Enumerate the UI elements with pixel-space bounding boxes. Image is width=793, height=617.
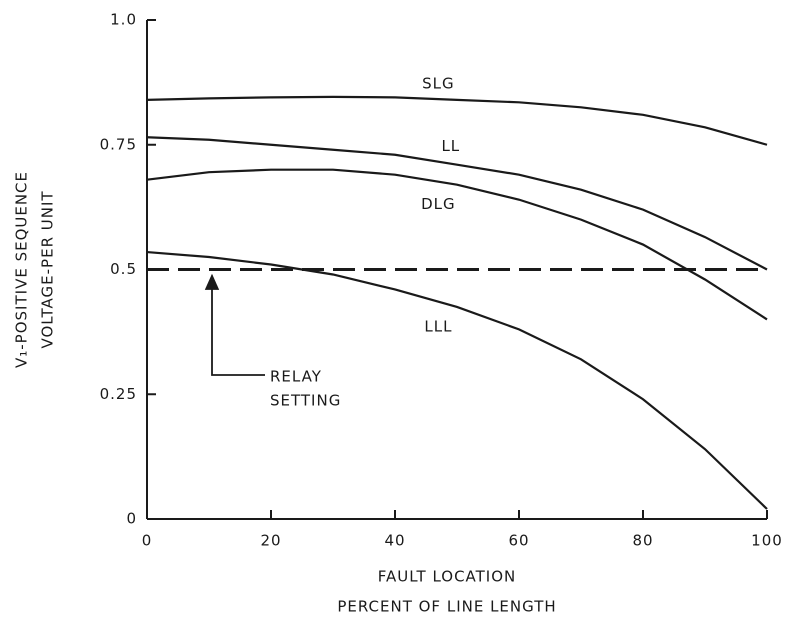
y-axis-label: VOLTAGE-PER UNIT <box>39 190 57 348</box>
curve <box>146 136 768 271</box>
x-tick-label: 60 <box>508 532 529 550</box>
series-label: SLG <box>422 74 455 92</box>
series-label: LL <box>441 137 460 155</box>
x-tick-label: 80 <box>632 532 653 550</box>
series-label: DLG <box>421 195 456 213</box>
relay-arrow <box>204 273 265 376</box>
x-tick-label: 40 <box>384 532 405 550</box>
y-tick-label: 0.25 <box>100 385 137 403</box>
y-tick-label: 0.5 <box>110 260 137 278</box>
x-tick-label: 0 <box>142 532 153 550</box>
y-axis-label: V₁-POSITIVE SEQUENCE <box>13 171 31 368</box>
curve <box>146 95 768 146</box>
y-tick-label: 1.0 <box>110 11 137 29</box>
y-tick-label: 0 <box>126 510 137 528</box>
curve <box>146 168 768 321</box>
x-axis-label: PERCENT OF LINE LENGTH <box>337 598 556 616</box>
x-tick-label: 100 <box>751 532 783 550</box>
y-tick-label: 0.75 <box>100 135 137 153</box>
relay-setting-label: SETTING <box>270 392 341 410</box>
x-tick-label: 20 <box>260 532 281 550</box>
x-axis-label: FAULT LOCATION <box>378 568 517 586</box>
series-label: LLL <box>424 317 452 335</box>
curve <box>146 250 768 510</box>
relay-setting-label: RELAY <box>270 368 322 386</box>
